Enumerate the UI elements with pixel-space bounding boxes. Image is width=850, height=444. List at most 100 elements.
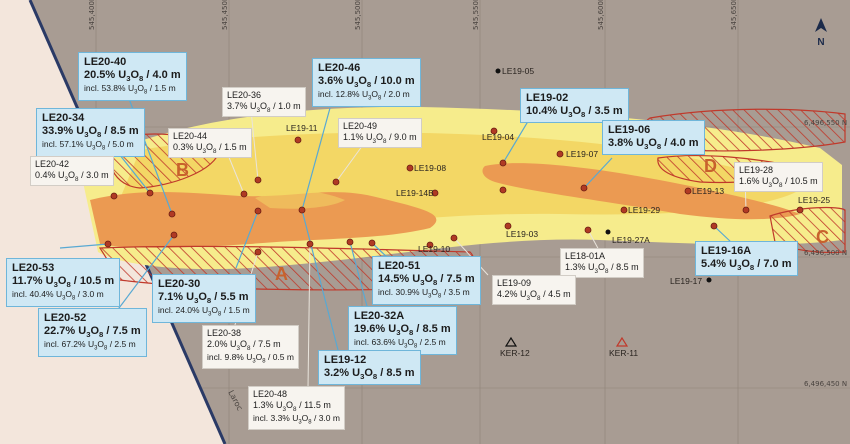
zone-label-d: D [704,156,717,176]
callout-hole: LE20-42 [35,159,70,169]
callout-le20-46: LE20-46 3.6% U3O8 / 10.0 m incl. 12.8% U… [312,58,421,107]
zone-label-a: A [275,264,288,284]
northing-label: 6,496,500 N [804,249,847,257]
hole-label: LE19-29 [628,205,660,215]
hole-label: LE19-04 [482,132,514,142]
callout-grade: 10.4% U3O8 / 3.5 m [526,104,623,120]
hole-label: KER-11 [609,348,638,358]
callout-grade: 1.3% U3O8 / 11.5 m [253,399,331,413]
callout-grade: 5.4% U3O8 / 7.0 m [701,257,792,273]
callout-incl: incl. 3.3% U3O8 / 3.0 m [253,412,340,426]
easting-label: 545,600E [597,0,605,30]
callout-le20-48: LE20-48 1.3% U3O8 / 11.5 m incl. 3.3% U3… [248,386,345,430]
callout-le20-51: LE20-51 14.5% U3O8 / 7.5 m incl. 30.9% U… [372,256,481,305]
callout-hole: LE20-40 [84,56,127,68]
callout-le20-30: LE20-30 7.1% U3O8 / 5.5 m incl. 24.0% U3… [152,274,256,323]
drill-holes-outside [495,68,712,283]
easting-label: 545,450E [221,0,229,30]
callout-incl: incl. 53.8% U3O8 / 1.5 m [84,83,176,96]
callout-grade: 22.7% U3O8 / 7.5 m [44,324,141,340]
callout-le19-12: LE19-12 3.2% U3O8 / 8.5 m [318,350,421,386]
callout-hole: LE20-44 [173,131,208,141]
callout-grade: 0.4% U3O8 / 3.0 m [35,169,109,183]
easting-label: 545,650E [730,0,738,30]
drill-holes [104,127,804,256]
callout-grade: 11.7% U3O8 / 10.5 m [12,274,115,290]
callout-grade: 1.6% U3O8 / 10.5 m [739,175,818,189]
callout-le20-52: LE20-52 22.7% U3O8 / 7.5 m incl. 67.2% U… [38,308,147,357]
callout-grade: 7.1% U3O8 / 5.5 m [158,290,249,306]
callout-incl: incl. 30.9% U3O8 / 3.5 m [378,287,470,300]
callout-hole: LE18-01A [565,251,606,261]
callout-le19-02: LE19-02 10.4% U3O8 / 3.5 m [520,88,629,124]
callout-le20-34: LE20-34 33.9% U3O8 / 8.5 m incl. 57.1% U… [36,108,145,157]
hole-label: LE19-14B [396,188,434,198]
callout-hole: LE20-34 [42,112,85,124]
callout-grade: 3.8% U3O8 / 4.0 m [608,136,699,152]
callout-le20-44: LE20-44 0.3% U3O8 / 1.5 m [168,128,252,158]
callout-le20-40: LE20-40 20.5% U3O8 / 4.0 m incl. 53.8% U… [78,52,187,101]
ker-12-marker [504,336,518,347]
hole-label: KER-12 [500,348,530,358]
callout-incl: incl. 67.2% U3O8 / 2.5 m [44,339,136,352]
callout-grade: 19.6% U3O8 / 8.5 m [354,322,451,338]
north-arrow: N [811,18,831,48]
high-grade-zone-east [482,163,800,220]
hole-label: LE19-25 [798,195,830,205]
callout-hole: LE20-38 [207,328,242,338]
callout-le18-01a: LE18-01A 1.3% U3O8 / 8.5 m [560,248,644,278]
callout-hole: LE20-32A [354,310,405,322]
callout-hole: LE20-51 [378,260,421,272]
callout-grade: 33.9% U3O8 / 8.5 m [42,124,139,140]
callout-grade: 3.7% U3O8 / 1.0 m [227,100,301,114]
northing-label: 6,496,550 N [804,119,847,127]
callout-le20-32a: LE20-32A 19.6% U3O8 / 8.5 m incl. 63.6% … [348,306,457,355]
callout-grade: 3.2% U3O8 / 8.5 m [324,366,415,382]
hole-label: LE19-13 [692,186,724,196]
callout-grade: 1.3% U3O8 / 8.5 m [565,261,639,275]
callout-le19-09: LE19-09 4.2% U3O8 / 4.5 m [492,275,576,305]
callout-hole: LE20-52 [44,312,87,324]
northing-label: 6,496,450 N [804,380,847,388]
callout-hole: LE19-02 [526,92,569,104]
callout-hole: LE20-36 [227,90,262,100]
callout-hole: LE19-16A [701,245,752,257]
easting-label: 545,550E [472,0,480,30]
callout-le20-53: LE20-53 11.7% U3O8 / 10.5 m incl. 40.4% … [6,258,121,307]
callout-grade: 4.2% U3O8 / 4.5 m [497,288,571,302]
zone-label-c: C [816,227,829,247]
callout-hole: LE20-48 [253,389,288,399]
callout-grade: 2.0% U3O8 / 7.5 m [207,338,281,352]
callout-hole: LE19-09 [497,278,532,288]
callout-le20-36: LE20-36 3.7% U3O8 / 1.0 m [222,87,306,117]
callout-le19-28: LE19-28 1.6% U3O8 / 10.5 m [734,162,823,192]
easting-label: 545,500E [354,0,362,30]
callout-le19-16a: LE19-16A 5.4% U3O8 / 7.0 m [695,241,798,277]
easting-label: 545,400E [88,0,96,30]
callout-incl: incl. 40.4% U3O8 / 3.0 m [12,289,104,302]
hole-label: LE19-08 [414,163,446,173]
callout-le20-42: LE20-42 0.4% U3O8 / 3.0 m [30,156,114,186]
callout-grade: 3.6% U3O8 / 10.0 m [318,74,415,90]
callout-incl: incl. 9.8% U3O8 / 0.5 m [207,351,294,365]
northing-labels: 6,496,550 N 6,496,500 N 6,496,450 N [804,119,847,388]
callout-grade: 14.5% U3O8 / 7.5 m [378,272,475,288]
easting-labels: 545,400E 545,450E 545,500E 545,550E 545,… [88,0,738,30]
hole-label: LE19-07 [566,149,598,159]
inner-low-grade-pocket [255,190,345,209]
callout-incl: incl. 24.0% U3O8 / 1.5 m [158,305,250,318]
callout-hole: LE20-30 [158,278,201,290]
hole-label: LE19-27A [612,235,650,245]
callout-incl: incl. 57.1% U3O8 / 5.0 m [42,139,134,152]
hole-label: LE19-11 [286,123,318,133]
callout-le20-49: LE20-49 1.1% U3O8 / 9.0 m [338,118,422,148]
zone-label-b: B [176,160,189,180]
callout-hole: LE19-28 [739,165,774,175]
callout-grade: 1.1% U3O8 / 9.0 m [343,131,417,145]
callout-incl: incl. 12.8% U3O8 / 2.0 m [318,89,410,102]
callout-le19-06: LE19-06 3.8% U3O8 / 4.0 m [602,120,705,156]
callout-hole: LE19-12 [324,354,367,366]
callout-incl: incl. 63.6% U3O8 / 2.5 m [354,337,446,350]
north-label: N [817,37,825,48]
